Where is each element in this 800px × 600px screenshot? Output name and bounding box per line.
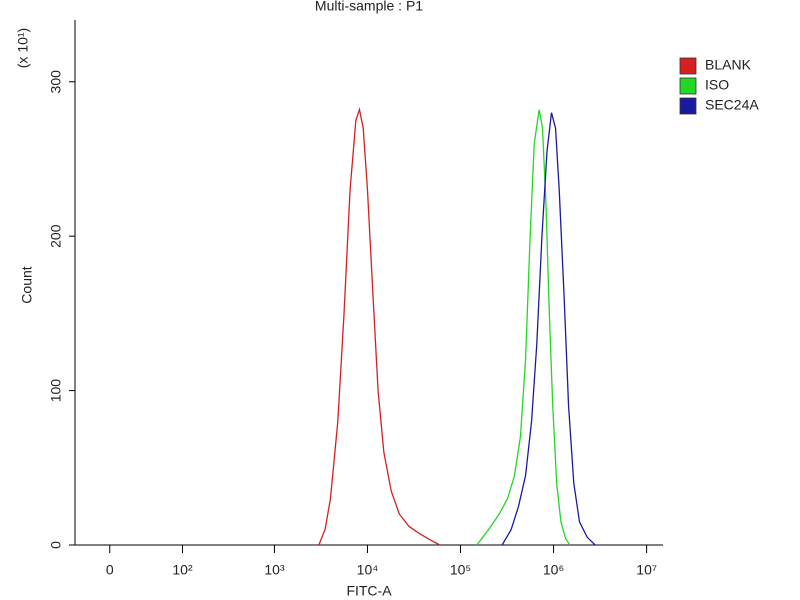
y-tick-label: 0 [48,541,64,549]
y-multiplier: (x 10¹) [15,28,31,68]
x-tick-label: 10⁷ [636,562,657,578]
x-tick-label: 10⁶ [543,562,564,578]
legend-swatch [679,97,697,115]
histogram-curve [476,109,571,546]
y-axis-title: Count [19,266,35,303]
chart-title: Multi-sample : P1 [315,0,423,14]
x-tick-label: 10³ [264,562,285,578]
legend-label: SEC24A [705,97,759,113]
legend-swatch [679,77,697,95]
legend-swatch [679,57,697,75]
x-tick-label: 10⁵ [450,562,471,578]
x-axis-title: FITC-A [346,583,392,599]
histogram-curve [501,112,596,546]
y-tick-label: 200 [48,224,64,248]
x-tick-label: 0 [106,562,114,578]
y-tick-label: 300 [48,70,64,94]
x-tick-label: 10⁴ [357,562,379,578]
legend-label: BLANK [705,57,752,73]
x-tick-label: 10² [172,562,193,578]
legend-label: ISO [705,77,729,93]
histogram-curve [318,107,441,546]
y-tick-label: 100 [48,379,64,403]
